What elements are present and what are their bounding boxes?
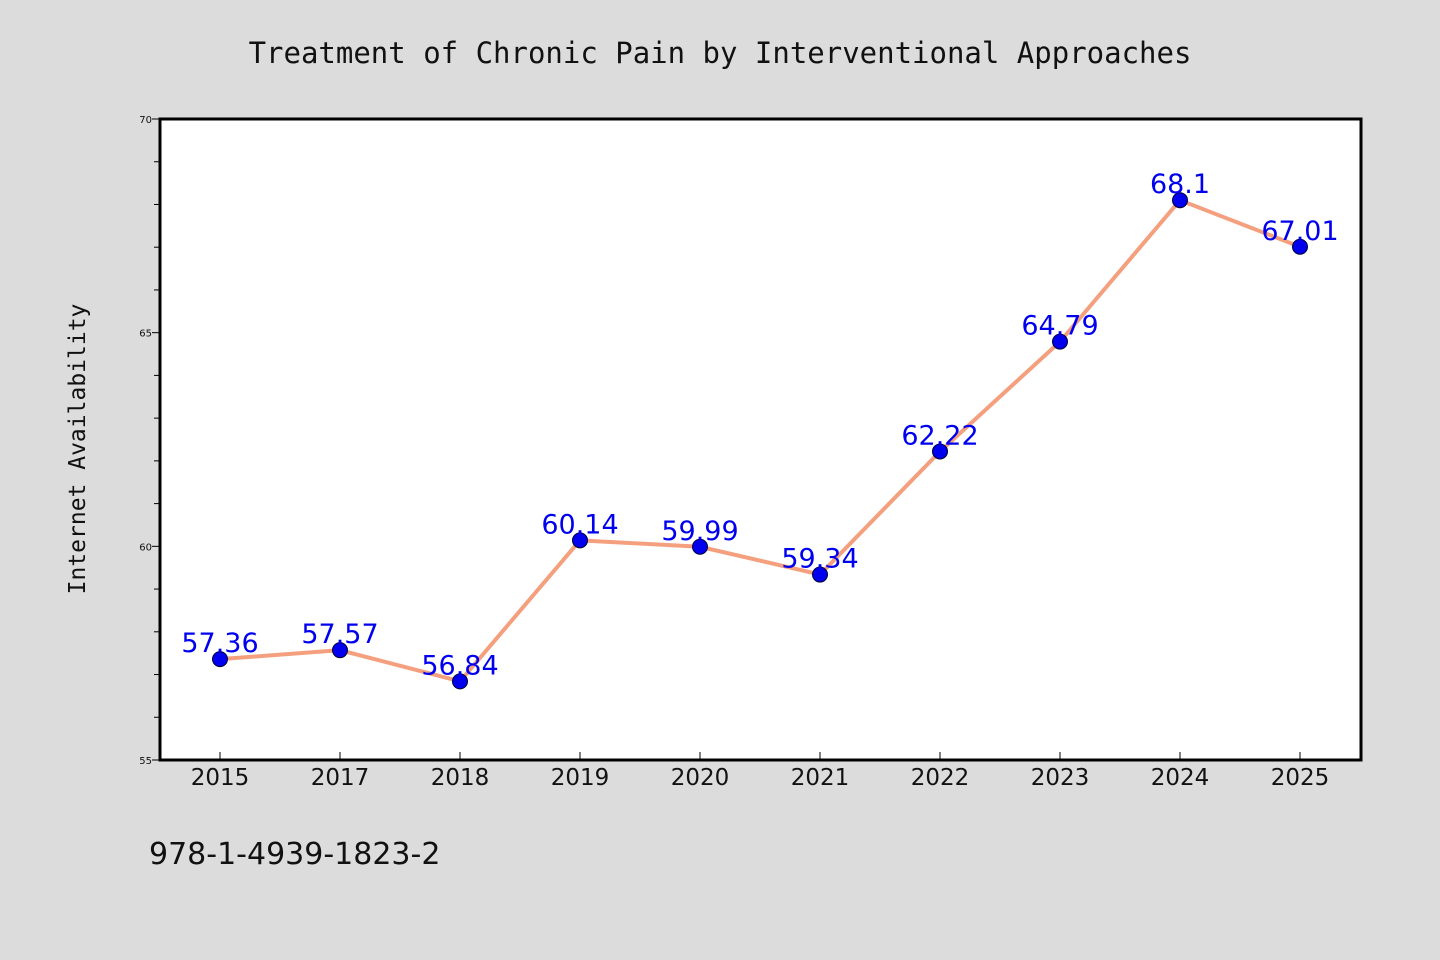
data-point (332, 642, 348, 659)
data-label: 59.34 (781, 544, 858, 575)
data-label: 60.14 (541, 509, 618, 540)
x-tick-label: 2017 (311, 765, 370, 791)
y-tick-label: 65 (139, 329, 152, 340)
chart-title: Treatment of Chronic Pain by Interventio… (249, 36, 1192, 70)
x-tick-label: 2015 (191, 765, 250, 791)
data-point (932, 443, 948, 460)
y-tick-label: 60 (139, 542, 152, 553)
data-label: 68.1 (1150, 169, 1210, 200)
x-tick-label: 2018 (431, 765, 490, 791)
series-line (218, 198, 1302, 684)
y-tick-label: 70 (139, 115, 152, 126)
plot-frame (158, 117, 1363, 762)
data-labels: 57.36 57.57 56.84 60.14 59.99 59.34 62.22 64.79… (181, 169, 1338, 681)
x-tick-label: 2023 (1031, 765, 1090, 791)
data-label: 57.57 (301, 619, 378, 650)
data-point (1292, 238, 1308, 255)
data-label: 67.01 (1261, 216, 1338, 247)
x-tick-label: 2025 (1271, 765, 1330, 791)
data-point (1172, 192, 1188, 209)
data-points (212, 192, 1308, 690)
data-point (1052, 333, 1068, 350)
series-line-group (218, 198, 1302, 684)
data-label: 64.79 (1021, 311, 1098, 342)
data-point (572, 532, 588, 549)
x-tick-label: 2021 (791, 765, 850, 791)
data-label: 57.36 (181, 628, 258, 659)
data-point (452, 673, 468, 690)
isbn-footer: 978-1-4939-1823-2 (149, 837, 440, 872)
x-axis: 2015 2017 2018 2019 2020 2021 2022 2023 2024 2025 (191, 752, 1330, 791)
x-tick-label: 2019 (551, 765, 610, 791)
data-label: 56.84 (421, 650, 498, 681)
y-tick-label: 55 (139, 756, 152, 767)
plot-area (160, 119, 1361, 760)
data-point (212, 651, 228, 668)
data-point (692, 538, 708, 555)
y-axis: 55 60 65 70 (139, 115, 160, 767)
x-tick-label: 2024 (1151, 765, 1210, 791)
x-tick-label: 2022 (911, 765, 970, 791)
data-point (812, 566, 828, 583)
x-tick-label: 2020 (671, 765, 730, 791)
data-label: 62.22 (901, 420, 978, 451)
data-label: 59.99 (661, 516, 738, 547)
y-axis-label: Internet Availability (65, 304, 91, 595)
